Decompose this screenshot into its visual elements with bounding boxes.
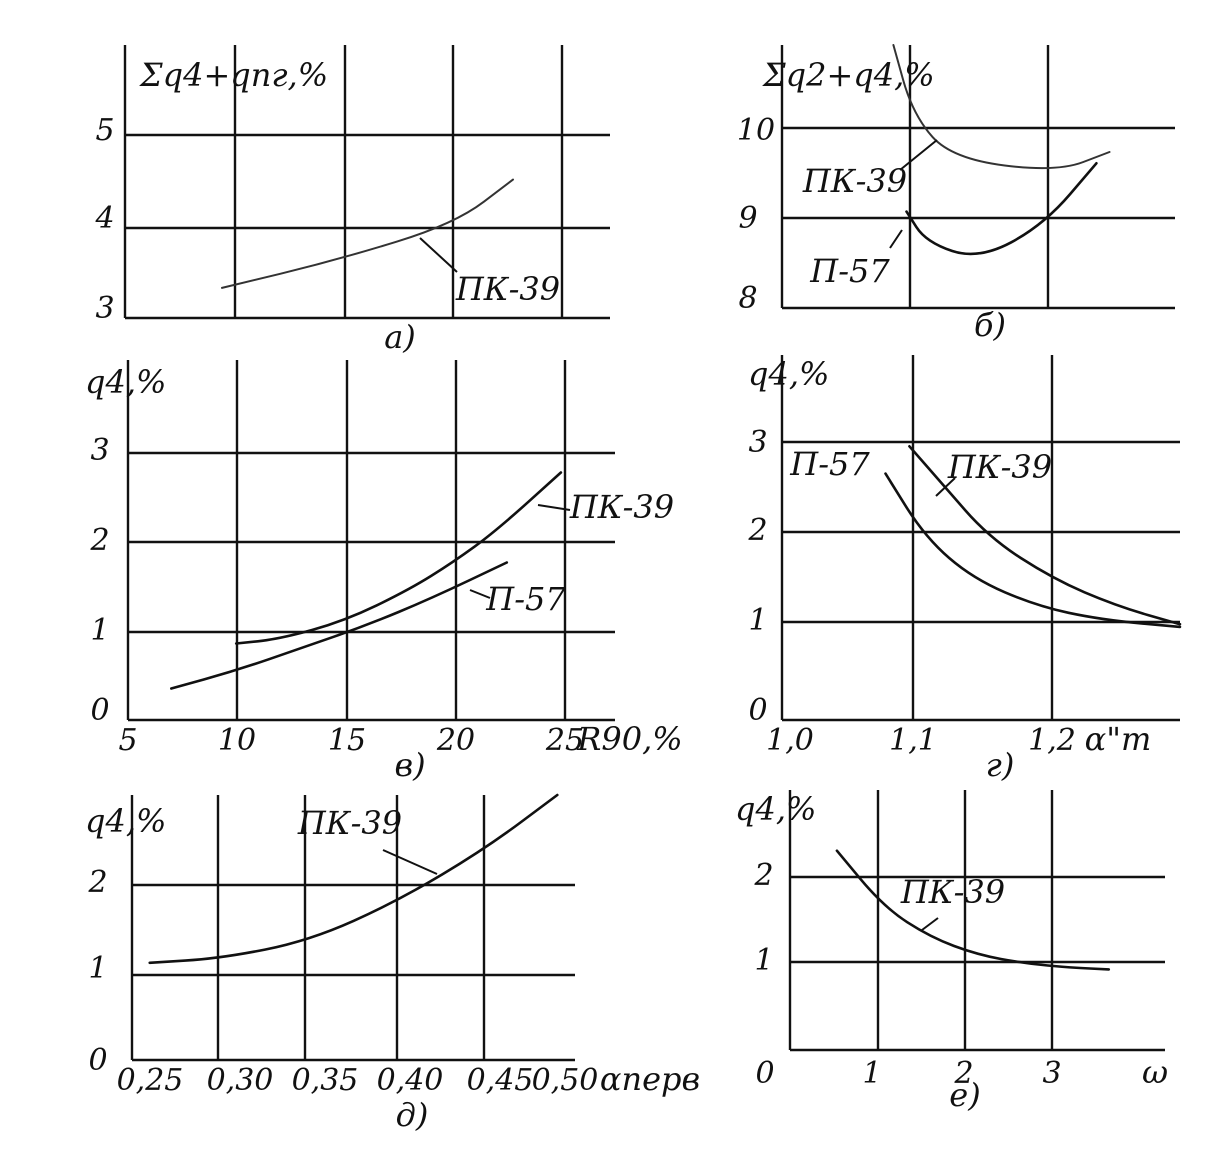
x-axis-label: ω <box>1142 1053 1168 1091</box>
series-line-П-57 <box>905 162 1098 256</box>
x-tick-label: 25 <box>545 723 584 758</box>
series-leader-line <box>469 589 491 599</box>
series-line-ПК-39 <box>234 471 563 645</box>
x-axis-label: R90,% <box>576 720 682 758</box>
series-label: ПК-39 <box>455 270 560 308</box>
chart-panel-2: 8 9 10 Σq2+q4,% б) ПК-39 П-57 <box>737 44 1175 344</box>
y-tick-label: 10 <box>737 113 775 148</box>
series-leader-line <box>899 139 938 171</box>
x-tick-label: 0,25 <box>117 1063 184 1098</box>
series-line-ПК-39 <box>148 793 559 965</box>
x-axis-label: α"т <box>1085 720 1152 758</box>
y-tick-label: 2 <box>753 858 773 893</box>
chart-panel-3: 0 1 2 3 5 10 15 20 25 q4,% R90,% в) ПК-39 П-57 <box>85 360 683 784</box>
x-tick-label: 1,1 <box>889 723 937 758</box>
x-tick-label: 0,45 <box>467 1063 534 1098</box>
y-axis-label: q4,% <box>735 790 816 828</box>
x-tick-label: 1,2 <box>1028 723 1076 758</box>
x-tick-label: 20 <box>436 723 475 758</box>
x-tick-label: 0,50 <box>532 1063 599 1098</box>
panel-label: е) <box>949 1076 980 1114</box>
x-axis-label: αперв <box>600 1060 700 1098</box>
x-tick-label: 0,30 <box>207 1063 274 1098</box>
y-tick-label: 2 <box>747 513 767 548</box>
series-line-ПК-39 <box>221 178 514 289</box>
series-leader-line <box>889 229 903 249</box>
y-tick-label: 3 <box>90 433 109 468</box>
x-tick-label: 3 <box>1042 1056 1061 1091</box>
panel-label: г) <box>986 746 1015 784</box>
series-label: П-57 <box>485 580 566 618</box>
y-axis-label: Σq2+q4,% <box>762 56 935 94</box>
series-label: ПК-39 <box>802 162 907 200</box>
y-tick-label: 4 <box>94 201 114 236</box>
series-leader-line <box>419 237 458 273</box>
x-tick-label: 1,0 <box>766 723 814 758</box>
x-tick-label: 5 <box>118 723 137 758</box>
series-leader-line <box>382 849 438 875</box>
chart-panel-1: 3 4 5 Σq4+qпг,% а) ПК-39 <box>94 45 610 356</box>
x-tick-label: 0 <box>755 1056 774 1091</box>
y-tick-label: 1 <box>88 951 107 986</box>
panel-label: а) <box>384 318 416 356</box>
series-label: ПК-39 <box>569 488 674 526</box>
x-tick-label: 2 <box>953 1056 973 1091</box>
y-tick-label: 3 <box>95 291 114 326</box>
y-axis-label: Σq4+qпг,% <box>139 56 328 94</box>
series-leader-line <box>537 504 571 511</box>
x-tick-label: 10 <box>218 723 256 758</box>
x-tick-label: 1 <box>862 1056 881 1091</box>
y-axis-label: q4,% <box>85 363 166 401</box>
y-tick-label: 1 <box>90 613 109 648</box>
series-leader-line <box>935 477 956 497</box>
x-tick-label: 15 <box>328 723 366 758</box>
series-leader-line <box>921 917 939 931</box>
y-tick-label: 0 <box>88 1043 107 1078</box>
y-tick-label: 0 <box>748 693 767 728</box>
series-label: П-57 <box>809 252 890 290</box>
y-tick-label: 0 <box>90 693 109 728</box>
y-tick-label: 9 <box>738 201 757 236</box>
x-tick-label: 0,40 <box>377 1063 444 1098</box>
series-label: П-57 <box>789 445 870 483</box>
y-tick-label: 2 <box>89 523 109 558</box>
chart-panel-5: 0 1 2 0,25 0,30 0,35 0,40 0,450,50 q4,% αперв д) ПК… <box>85 793 700 1134</box>
chart-panel-6: 1 2 0 1 2 3 q4,% ω е) ПК-39 <box>735 790 1168 1114</box>
y-tick-label: 3 <box>748 425 767 460</box>
y-tick-label: 2 <box>87 865 107 900</box>
series-label: ПК-39 <box>900 873 1005 911</box>
y-tick-label: 5 <box>95 113 114 148</box>
y-tick-label: 1 <box>748 603 767 638</box>
panel-label: д) <box>396 1096 429 1134</box>
y-tick-label: 8 <box>738 281 757 316</box>
y-axis-label: q4,% <box>748 355 829 393</box>
y-tick-label: 1 <box>754 943 773 978</box>
series-line-П-57 <box>170 561 509 690</box>
series-line-ПК-39 <box>892 44 1111 170</box>
x-tick-label: 0,35 <box>292 1063 359 1098</box>
series-line-ПК-39 <box>908 445 1182 626</box>
series-line-ПК-39 <box>835 849 1111 971</box>
panel-label: б) <box>974 306 1006 344</box>
chart-panel-4: 0 1 2 3 1,0 1,1 1,2 q4,% α"т г) П-57 ПК-39 <box>747 355 1182 784</box>
series-line-П-57 <box>884 472 1182 629</box>
series-label: ПК-39 <box>947 448 1052 486</box>
y-axis-label: q4,% <box>85 802 166 840</box>
series-label: ПК-39 <box>297 804 402 842</box>
panel-label: в) <box>394 746 425 784</box>
